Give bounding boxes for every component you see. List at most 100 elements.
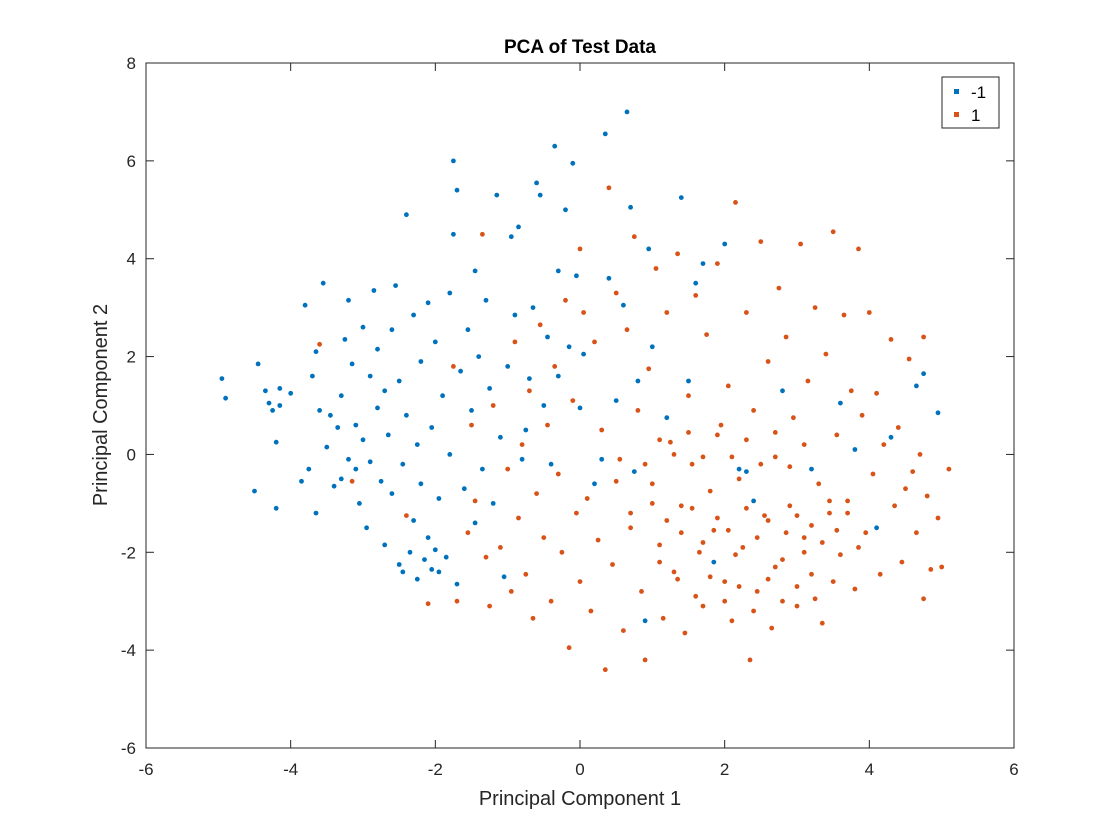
data-point-series-0-134 — [736, 466, 742, 472]
data-point-series-1-23 — [537, 322, 543, 328]
data-point-series-1-138 — [678, 530, 684, 536]
data-point-series-1-55 — [649, 481, 655, 487]
data-point-series-0-108 — [563, 207, 568, 213]
data-point-series-1-76 — [725, 383, 731, 389]
data-point-series-1-38 — [588, 608, 594, 614]
data-point-series-1-78 — [733, 200, 738, 205]
data-point-series-1-25 — [545, 422, 550, 428]
legend-marker-series-neg1 — [954, 89, 959, 94]
data-point-series-1-98 — [805, 378, 811, 384]
data-point-series-0-44 — [385, 432, 391, 438]
data-point-series-1-66 — [689, 461, 695, 467]
data-point-series-1-159 — [693, 593, 699, 599]
y-tick-label-5: 4 — [127, 250, 136, 269]
data-point-series-1-157 — [657, 559, 662, 565]
y-tick-label-3: 0 — [127, 445, 136, 464]
data-point-series-1-180 — [772, 430, 778, 435]
ticks-layer: -6 -4 -2 0 2 4 6 -6 -4 -2 0 2 4 6 8 — [121, 54, 1019, 779]
data-point-series-0-139 — [838, 400, 843, 406]
data-point-series-1-60 — [668, 439, 673, 445]
data-point-series-1-35 — [577, 579, 583, 584]
data-point-series-0-102 — [541, 403, 547, 408]
data-point-series-1-174 — [686, 430, 691, 435]
data-point-series-0-113 — [581, 351, 586, 357]
data-point-series-0-73 — [447, 452, 453, 457]
data-point-series-1-126 — [910, 469, 916, 474]
data-point-series-0-81 — [469, 408, 474, 413]
data-point-series-1-16 — [512, 339, 518, 345]
x-tick-label-1: -4 — [283, 760, 298, 779]
data-point-series-1-162 — [736, 584, 742, 589]
data-point-series-0-17 — [313, 510, 319, 516]
data-point-series-1-57 — [657, 542, 662, 548]
data-point-series-1-44 — [610, 562, 615, 567]
data-point-series-1-68 — [697, 549, 702, 555]
data-point-series-0-118 — [613, 398, 619, 403]
data-point-series-0-48 — [396, 378, 402, 384]
data-point-series-0-64 — [429, 425, 435, 430]
data-point-series-1-155 — [845, 510, 850, 516]
data-point-series-1-8 — [472, 498, 478, 504]
data-point-series-1-65 — [686, 393, 691, 399]
data-point-series-1-181 — [787, 464, 793, 470]
data-point-series-1-0 — [317, 341, 322, 347]
data-point-series-1-166 — [794, 584, 800, 589]
data-point-series-1-13 — [498, 545, 503, 550]
data-point-series-0-13 — [302, 302, 308, 308]
data-point-series-1-33 — [574, 510, 579, 516]
data-point-series-1-12 — [490, 403, 496, 408]
data-point-series-0-35 — [364, 525, 369, 531]
data-point-series-0-32 — [357, 501, 362, 506]
data-point-series-0-12 — [299, 478, 304, 484]
data-point-series-0-53 — [404, 212, 409, 218]
data-point-series-1-75 — [722, 579, 728, 584]
data-point-series-0-95 — [516, 224, 521, 230]
data-point-series-0-68 — [436, 496, 442, 501]
data-point-series-0-60 — [418, 481, 424, 487]
data-point-series-0-8 — [273, 505, 279, 511]
data-point-series-1-116 — [870, 471, 876, 477]
data-point-series-1-154 — [834, 527, 840, 533]
data-point-series-1-107 — [838, 552, 843, 558]
data-point-series-1-94 — [791, 415, 796, 421]
data-point-series-0-90 — [498, 434, 503, 440]
data-point-series-0-30 — [353, 422, 359, 428]
data-point-series-0-101 — [537, 192, 543, 198]
data-point-series-1-165 — [780, 598, 785, 604]
data-point-series-0-145 — [935, 410, 941, 416]
data-point-series-0-84 — [476, 354, 482, 359]
data-point-series-1-152 — [819, 540, 825, 545]
data-point-series-0-99 — [530, 305, 536, 310]
data-point-series-1-61 — [671, 569, 677, 575]
x-tick-label-2: -2 — [428, 760, 443, 779]
data-point-series-1-83 — [751, 408, 756, 413]
data-point-series-0-123 — [635, 378, 641, 384]
data-point-series-0-144 — [921, 371, 926, 377]
data-point-series-0-52 — [404, 412, 409, 418]
data-point-series-0-131 — [700, 261, 706, 266]
data-point-series-1-27 — [552, 364, 558, 369]
data-point-series-0-80 — [465, 327, 471, 333]
data-point-series-1-84 — [754, 589, 760, 594]
data-point-series-1-105 — [830, 229, 836, 235]
data-point-series-0-71 — [443, 554, 449, 560]
data-point-series-0-49 — [396, 562, 402, 567]
data-point-series-0-16 — [313, 349, 319, 355]
data-point-series-1-136 — [649, 501, 655, 506]
data-point-series-1-4 — [451, 364, 456, 369]
data-point-series-0-86 — [483, 297, 489, 303]
plot-area: -6 -4 -2 0 2 4 6 -6 -4 -2 0 2 4 6 8 — [121, 54, 1019, 779]
data-point-series-1-153 — [827, 498, 832, 504]
data-point-series-0-112 — [577, 405, 583, 411]
data-point-series-1-51 — [635, 408, 641, 413]
data-point-series-0-37 — [367, 459, 373, 465]
data-point-series-1-28 — [555, 471, 561, 477]
data-point-series-1-21 — [530, 615, 536, 621]
data-point-series-0-2 — [255, 361, 261, 367]
data-point-series-1-149 — [794, 513, 800, 518]
data-point-series-1-169 — [613, 478, 619, 484]
data-point-series-1-34 — [577, 246, 583, 252]
data-point-series-1-112 — [856, 246, 861, 252]
data-point-series-1-120 — [888, 337, 894, 342]
